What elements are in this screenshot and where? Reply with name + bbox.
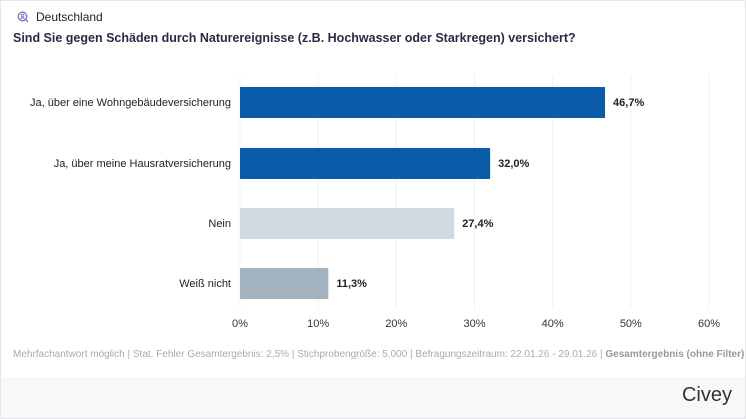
bar bbox=[240, 208, 455, 239]
x-tick-label: 0% bbox=[232, 318, 248, 330]
data-label: 32,0% bbox=[498, 158, 529, 170]
category-label: Nein bbox=[208, 218, 231, 230]
search-person-icon bbox=[17, 11, 29, 23]
x-tick-label: 20% bbox=[385, 318, 407, 330]
data-label: 11,3% bbox=[336, 278, 367, 290]
x-tick-label: 40% bbox=[542, 318, 564, 330]
data-label: 46,7% bbox=[613, 97, 644, 109]
x-tick-label: 10% bbox=[307, 318, 329, 330]
footer-filter: Gesamtergebnis (ohne Filter) bbox=[605, 349, 745, 360]
footer-meta: Mehrfachantwort möglich | Stat. Fehler G… bbox=[13, 349, 606, 360]
category-label: Ja, über eine Wohngebäudeversicherung bbox=[30, 97, 231, 109]
region-label: Deutschland bbox=[36, 10, 103, 24]
footer-band bbox=[1, 377, 745, 418]
bar bbox=[240, 148, 491, 179]
footer-note: Mehrfachantwort möglich | Stat. Fehler G… bbox=[13, 349, 744, 360]
category-label: Ja, über meine Hausratversicherung bbox=[54, 158, 231, 170]
x-tick-label: 60% bbox=[698, 318, 720, 330]
category-label: Weiß nicht bbox=[179, 278, 231, 290]
civey-logo: Civey bbox=[681, 384, 732, 406]
data-label: 27,4% bbox=[462, 218, 493, 230]
question-title: Sind Sie gegen Schäden durch Naturereign… bbox=[13, 31, 576, 45]
bar bbox=[240, 268, 329, 299]
region-header: Deutschland bbox=[17, 10, 103, 24]
bar bbox=[240, 87, 606, 118]
x-tick-label: 30% bbox=[463, 318, 485, 330]
x-tick-label: 50% bbox=[620, 318, 642, 330]
bar-chart: 0% 10% 20% 30% 40% 50% 60% Ja, über eine Wohnge… bbox=[30, 75, 720, 330]
